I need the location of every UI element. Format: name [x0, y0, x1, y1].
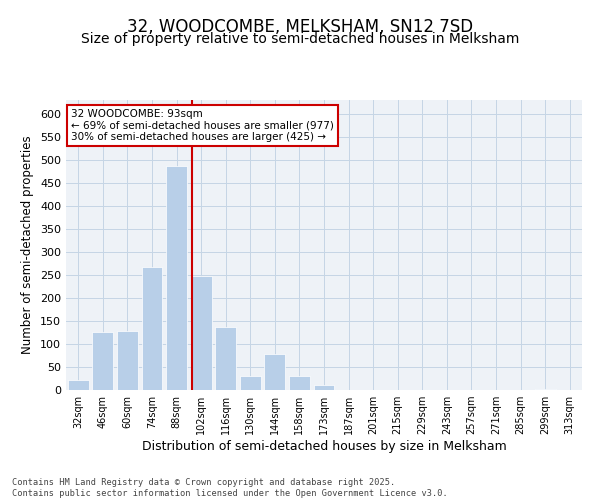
Bar	[68, 380, 89, 390]
Y-axis label: Number of semi-detached properties: Number of semi-detached properties	[22, 136, 34, 354]
Bar	[265, 354, 286, 390]
Text: 32 WOODCOMBE: 93sqm
← 69% of semi-detached houses are smaller (977)
30% of semi-: 32 WOODCOMBE: 93sqm ← 69% of semi-detach…	[71, 108, 334, 142]
Bar	[215, 327, 236, 390]
X-axis label: Distribution of semi-detached houses by size in Melksham: Distribution of semi-detached houses by …	[142, 440, 506, 453]
Text: Contains HM Land Registry data © Crown copyright and database right 2025.
Contai: Contains HM Land Registry data © Crown c…	[12, 478, 448, 498]
Bar	[240, 376, 261, 390]
Bar	[314, 386, 334, 390]
Bar	[92, 332, 113, 390]
Bar	[142, 266, 163, 390]
Bar	[535, 389, 556, 390]
Bar	[191, 276, 212, 390]
Bar	[289, 376, 310, 390]
Text: Size of property relative to semi-detached houses in Melksham: Size of property relative to semi-detach…	[81, 32, 519, 46]
Bar	[117, 331, 138, 390]
Text: 32, WOODCOMBE, MELKSHAM, SN12 7SD: 32, WOODCOMBE, MELKSHAM, SN12 7SD	[127, 18, 473, 36]
Bar	[166, 166, 187, 390]
